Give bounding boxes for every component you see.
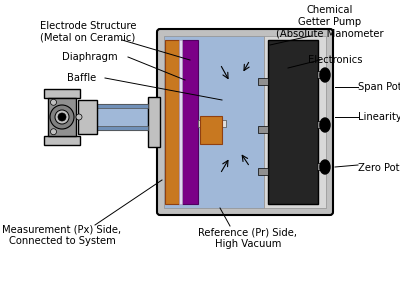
Ellipse shape (320, 68, 330, 82)
Bar (179, 40, 182, 204)
Bar (200, 116, 222, 144)
Bar (258, 126, 268, 133)
Circle shape (50, 99, 56, 105)
Bar (258, 78, 268, 85)
Bar (148, 97, 160, 147)
Text: Electrode Structure
(Metal on Ceramic): Electrode Structure (Metal on Ceramic) (40, 21, 136, 43)
Bar (317, 121, 325, 128)
Bar (44, 89, 80, 98)
Text: Span Pot: Span Pot (358, 82, 400, 92)
Text: Reference (Pr) Side,
High Vacuum: Reference (Pr) Side, High Vacuum (198, 227, 298, 249)
Text: Linearity Pot: Linearity Pot (358, 112, 400, 122)
Bar (264, 36, 326, 208)
Circle shape (58, 113, 66, 121)
Bar (268, 40, 318, 204)
Text: Measurement (Px) Side,
Connected to System: Measurement (Px) Side, Connected to Syst… (2, 224, 122, 246)
Circle shape (55, 110, 69, 124)
Bar (97, 104, 148, 108)
Text: Electronics: Electronics (308, 55, 362, 65)
Bar (182, 40, 198, 204)
Text: Zero Pot(s): Zero Pot(s) (358, 162, 400, 172)
Bar (198, 120, 226, 127)
Bar (165, 40, 179, 204)
Circle shape (50, 129, 56, 135)
Ellipse shape (320, 160, 330, 174)
FancyBboxPatch shape (157, 29, 333, 215)
Bar (317, 71, 325, 78)
Bar (258, 168, 268, 175)
Bar (44, 136, 80, 145)
Bar (48, 98, 76, 136)
Bar (78, 100, 97, 134)
Text: Baffle: Baffle (67, 73, 97, 83)
Bar (97, 126, 148, 130)
Ellipse shape (320, 118, 330, 132)
Bar (317, 163, 325, 170)
Circle shape (76, 114, 82, 120)
Bar (97, 104, 148, 130)
Circle shape (50, 105, 74, 129)
Text: Chemical
Getter Pump
(Absolute Manometer: Chemical Getter Pump (Absolute Manometer (276, 5, 384, 39)
Bar (164, 36, 264, 208)
Text: Diaphragm: Diaphragm (62, 52, 118, 62)
